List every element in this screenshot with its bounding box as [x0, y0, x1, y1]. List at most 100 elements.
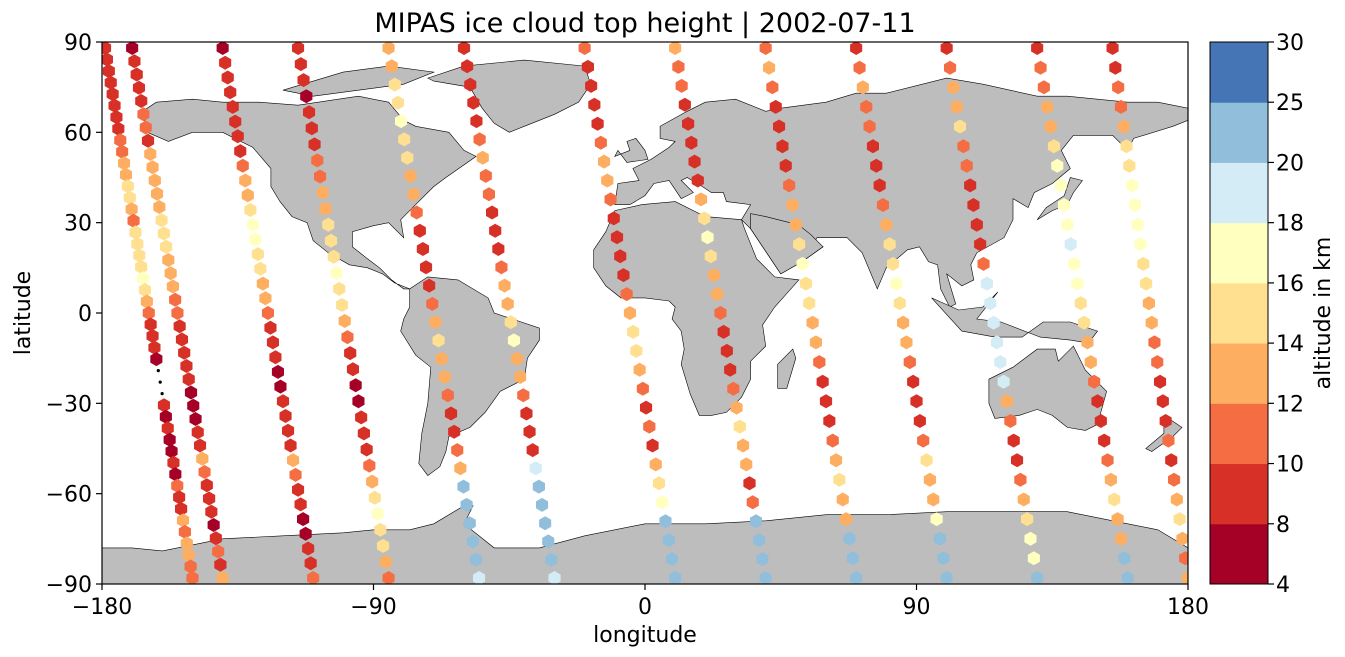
cloud-point: [665, 552, 678, 567]
cloud-point: [617, 268, 630, 283]
cloud-point: [482, 187, 495, 202]
chart-title: MIPAS ice cloud top height | 2002-07-11: [374, 8, 915, 39]
cloud-point: [182, 372, 195, 387]
cloud-point: [873, 178, 886, 193]
cloud-point: [1137, 256, 1150, 271]
cloud-point: [495, 260, 508, 275]
colorbar-label: altitude in km: [1311, 237, 1336, 390]
cloud-point: [186, 571, 199, 584]
cloud-point: [743, 476, 756, 491]
cloud-point: [379, 554, 392, 569]
cloud-point: [157, 226, 170, 241]
cloud-point: [200, 478, 213, 493]
cloud-point: [850, 571, 863, 584]
cloud-point: [843, 531, 856, 546]
colorbar-tick-label: 14: [1276, 332, 1304, 357]
cloud-point: [977, 256, 990, 271]
cloud-point: [184, 385, 198, 400]
colorbar-tick-label: 25: [1276, 91, 1304, 116]
cloud-point: [649, 457, 662, 472]
cloud-point: [307, 571, 320, 584]
cloud-point: [1031, 42, 1044, 55]
cloud-point: [135, 259, 148, 274]
cloud-point: [164, 266, 177, 281]
cloud-point: [466, 534, 479, 549]
cloud-point: [102, 64, 115, 79]
antarctica-land: [102, 505, 1188, 584]
cloud-point: [489, 223, 502, 238]
cloud-point: [897, 315, 910, 330]
cloud-point: [311, 153, 324, 168]
cloud-point: [314, 169, 327, 184]
cloud-point: [236, 158, 249, 173]
cloud-point: [933, 531, 946, 546]
cloud-point: [341, 330, 354, 345]
cloud-point: [1101, 453, 1114, 468]
cloud-point: [920, 453, 933, 468]
cloud-point: [1047, 139, 1060, 154]
colorbar-frame: [1209, 41, 1269, 585]
cloud-point: [131, 236, 144, 251]
cloud-point: [438, 370, 451, 384]
cloud-point: [1170, 492, 1183, 507]
africa-land: [593, 201, 800, 416]
cloud-point: [636, 381, 649, 396]
colorbar-tick-label: 8: [1276, 513, 1290, 538]
cloud-point: [173, 319, 186, 334]
cloud-point: [930, 512, 943, 527]
colorbar-segment: [1210, 102, 1268, 163]
cloud-point: [601, 173, 614, 188]
cloud-point: [300, 89, 313, 104]
cloud-point: [407, 187, 420, 202]
cloud-point: [423, 278, 436, 293]
cloud-point: [377, 538, 390, 553]
cloud-point: [766, 80, 779, 95]
colorbar-segment: [1210, 523, 1268, 585]
cloud-point: [246, 217, 259, 232]
cloud-point: [457, 479, 470, 494]
cloud-point: [322, 217, 335, 232]
cloud-point: [244, 203, 257, 217]
cloud-point: [226, 99, 239, 114]
cloud-point: [581, 59, 594, 74]
cloud-point: [178, 345, 191, 360]
y-tick-label: −30: [46, 392, 92, 417]
cloud-point: [194, 438, 207, 453]
cloud-point: [110, 110, 123, 125]
cloud-point: [643, 419, 656, 434]
cloud-point: [836, 492, 849, 507]
cloud-point: [289, 467, 302, 482]
cloud-point: [366, 474, 379, 489]
x-tick-label: −180: [72, 595, 132, 620]
cloud-point: [773, 119, 786, 134]
y-axis-label: latitude: [11, 271, 36, 355]
cloud-point: [526, 443, 539, 458]
cloud-point: [947, 80, 960, 95]
colorbar: 4 8 10 12 14 16 18 20 25 30: [1209, 31, 1304, 598]
cloud-point: [151, 186, 164, 201]
cloud-point: [1071, 276, 1084, 291]
cloud-point: [627, 324, 640, 339]
cloud-point: [1121, 571, 1134, 584]
colorbar-segment: [1210, 403, 1268, 465]
madagascar-land: [777, 348, 797, 389]
cloud-point: [282, 423, 295, 438]
colorbar-segment: [1210, 463, 1268, 525]
cloud-point: [127, 213, 140, 228]
cloud-point: [224, 85, 237, 100]
cloud-point: [1084, 355, 1097, 370]
cloud-point: [740, 457, 753, 472]
cloud-point: [819, 394, 833, 409]
cloud-point: [469, 552, 482, 567]
cloud-point: [182, 547, 195, 562]
cloud-point: [435, 351, 448, 366]
cloud-point: [682, 116, 695, 131]
cloud-point: [940, 571, 953, 584]
cloud-point: [662, 533, 675, 548]
cloud-point: [730, 400, 743, 415]
cloud-point: [1014, 472, 1027, 487]
cloud-point: [371, 506, 384, 521]
cloud-point: [150, 352, 163, 367]
cloud-point: [444, 406, 458, 421]
